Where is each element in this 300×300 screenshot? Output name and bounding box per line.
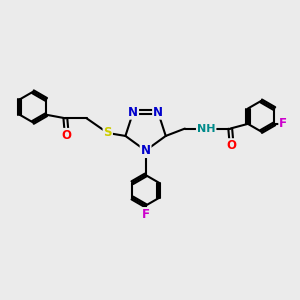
Text: N: N [128,106,138,119]
Text: O: O [62,129,72,142]
Text: F: F [279,117,287,130]
Text: F: F [142,208,150,221]
Text: NH: NH [197,124,215,134]
Text: O: O [227,139,237,152]
Text: N: N [141,144,151,157]
Text: N: N [153,106,163,119]
Text: S: S [103,127,112,140]
